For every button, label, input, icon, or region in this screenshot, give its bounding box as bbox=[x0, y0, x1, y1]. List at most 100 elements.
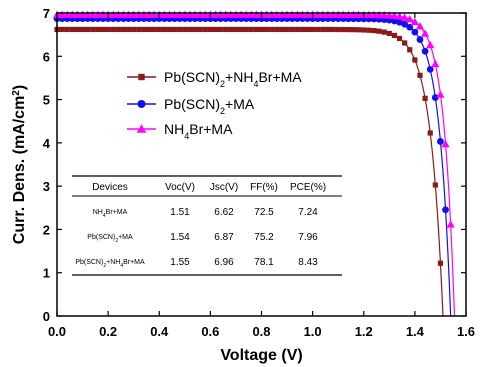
name-part: NH bbox=[93, 209, 103, 216]
series-point bbox=[405, 15, 414, 23]
subscript: 4 bbox=[120, 263, 123, 269]
series-point bbox=[177, 26, 183, 33]
series-point bbox=[406, 23, 414, 31]
subscript: 2 bbox=[220, 106, 225, 116]
series-point bbox=[284, 26, 290, 33]
series-point bbox=[369, 10, 379, 19]
subscript: 2 bbox=[103, 263, 106, 269]
name-part: +MA bbox=[225, 96, 255, 112]
series-point bbox=[218, 26, 224, 33]
y-axis-title: Curr. Dens. (mA/cm2) bbox=[11, 85, 29, 244]
series-point bbox=[136, 26, 142, 33]
y-tick-label: 5 bbox=[43, 93, 50, 108]
series-point bbox=[385, 11, 394, 19]
table-device: Pb(SCN)2+NH4Br+MA bbox=[75, 259, 145, 269]
table-voc: 1.51 bbox=[170, 207, 190, 218]
series-point bbox=[415, 22, 425, 30]
series-point bbox=[340, 26, 346, 33]
table-ff: 72.5 bbox=[254, 207, 274, 218]
series-point bbox=[146, 26, 152, 33]
series-point bbox=[105, 26, 111, 33]
series-point bbox=[90, 26, 96, 33]
series-point bbox=[243, 26, 249, 33]
series-point bbox=[396, 35, 403, 42]
series-point bbox=[171, 26, 178, 33]
series-point bbox=[115, 26, 121, 33]
series-point bbox=[182, 26, 188, 33]
series-point bbox=[258, 26, 265, 33]
name-part: Pb(SCN) bbox=[75, 259, 103, 266]
series-point bbox=[141, 26, 147, 33]
series-point bbox=[400, 13, 409, 21]
series-line-1 bbox=[57, 18, 452, 317]
series-point bbox=[361, 27, 367, 33]
x-tick-label: 0.4 bbox=[150, 324, 169, 339]
series-point bbox=[391, 32, 398, 39]
series-point bbox=[238, 26, 244, 33]
table-device: Pb(SCN)2+MA bbox=[87, 234, 133, 244]
x-tick-label: 1.6 bbox=[457, 324, 475, 339]
series-point bbox=[431, 59, 440, 68]
series-point bbox=[330, 26, 336, 33]
legend-marker bbox=[137, 100, 146, 108]
series-point bbox=[120, 26, 127, 33]
series-point bbox=[59, 26, 65, 33]
series-point bbox=[310, 26, 316, 33]
subscript: 2 bbox=[115, 238, 118, 244]
table-jsc: 6.62 bbox=[214, 207, 234, 218]
x-tick-label: 1.0 bbox=[304, 324, 322, 339]
series-point bbox=[131, 26, 137, 33]
x-tick-label: 1.4 bbox=[406, 324, 425, 339]
tick-labels: 0.0 0.2 0.4 0.6 0.8 1.0 1.2 1.4 1.6 0 1 2 3 4 5 6 7 bbox=[43, 6, 475, 339]
x-tick-label: 0.0 bbox=[48, 324, 66, 339]
series-point bbox=[374, 10, 384, 19]
legend-marker bbox=[138, 73, 145, 81]
series-point bbox=[85, 26, 91, 33]
y-axis-title-sup: 2 bbox=[11, 90, 22, 96]
series-point bbox=[202, 26, 208, 33]
table-ff: 75.2 bbox=[254, 232, 274, 243]
series-point bbox=[437, 138, 444, 145]
x-tick-label: 1.2 bbox=[355, 324, 373, 339]
subscript: 4 bbox=[103, 213, 106, 219]
series-point bbox=[279, 26, 285, 33]
plot-frame bbox=[56, 12, 467, 317]
series-point bbox=[315, 26, 321, 33]
series-point bbox=[386, 30, 392, 37]
name-part: NH bbox=[164, 121, 184, 137]
name-part: +NH bbox=[225, 69, 253, 85]
series-point bbox=[401, 20, 409, 28]
x-tick-label: 0.2 bbox=[99, 324, 117, 339]
series-point bbox=[207, 26, 213, 33]
y-tick-label: 1 bbox=[43, 266, 50, 281]
table-header: FF(%) bbox=[250, 182, 278, 193]
table-voc: 1.54 bbox=[170, 232, 190, 243]
series-point bbox=[64, 26, 70, 33]
series-point bbox=[248, 26, 254, 33]
name-part: Pb(SCN) bbox=[87, 234, 115, 241]
y-tick-label: 0 bbox=[43, 309, 50, 324]
series-point bbox=[427, 130, 433, 136]
x-tick-label: 0.6 bbox=[201, 324, 219, 339]
table-pce: 8.43 bbox=[298, 257, 318, 268]
series-point bbox=[345, 27, 352, 33]
series-point bbox=[74, 26, 81, 33]
series-point bbox=[166, 26, 173, 33]
series-point bbox=[426, 40, 435, 49]
series-point bbox=[446, 220, 455, 228]
series-point bbox=[436, 90, 445, 98]
table-voc: 1.55 bbox=[170, 257, 190, 268]
name-part: +MA bbox=[118, 234, 133, 241]
series-point bbox=[161, 26, 167, 33]
subscript: 2 bbox=[220, 79, 225, 89]
series-point bbox=[350, 27, 357, 33]
series-point bbox=[110, 26, 116, 33]
table-ff: 78.1 bbox=[254, 257, 274, 268]
table-pce: 7.96 bbox=[298, 232, 318, 243]
name-part: Pb(SCN) bbox=[164, 69, 220, 85]
series-point bbox=[304, 26, 311, 33]
series-point bbox=[289, 26, 295, 33]
series-point bbox=[422, 95, 428, 101]
y-tick-label: 4 bbox=[43, 136, 51, 151]
